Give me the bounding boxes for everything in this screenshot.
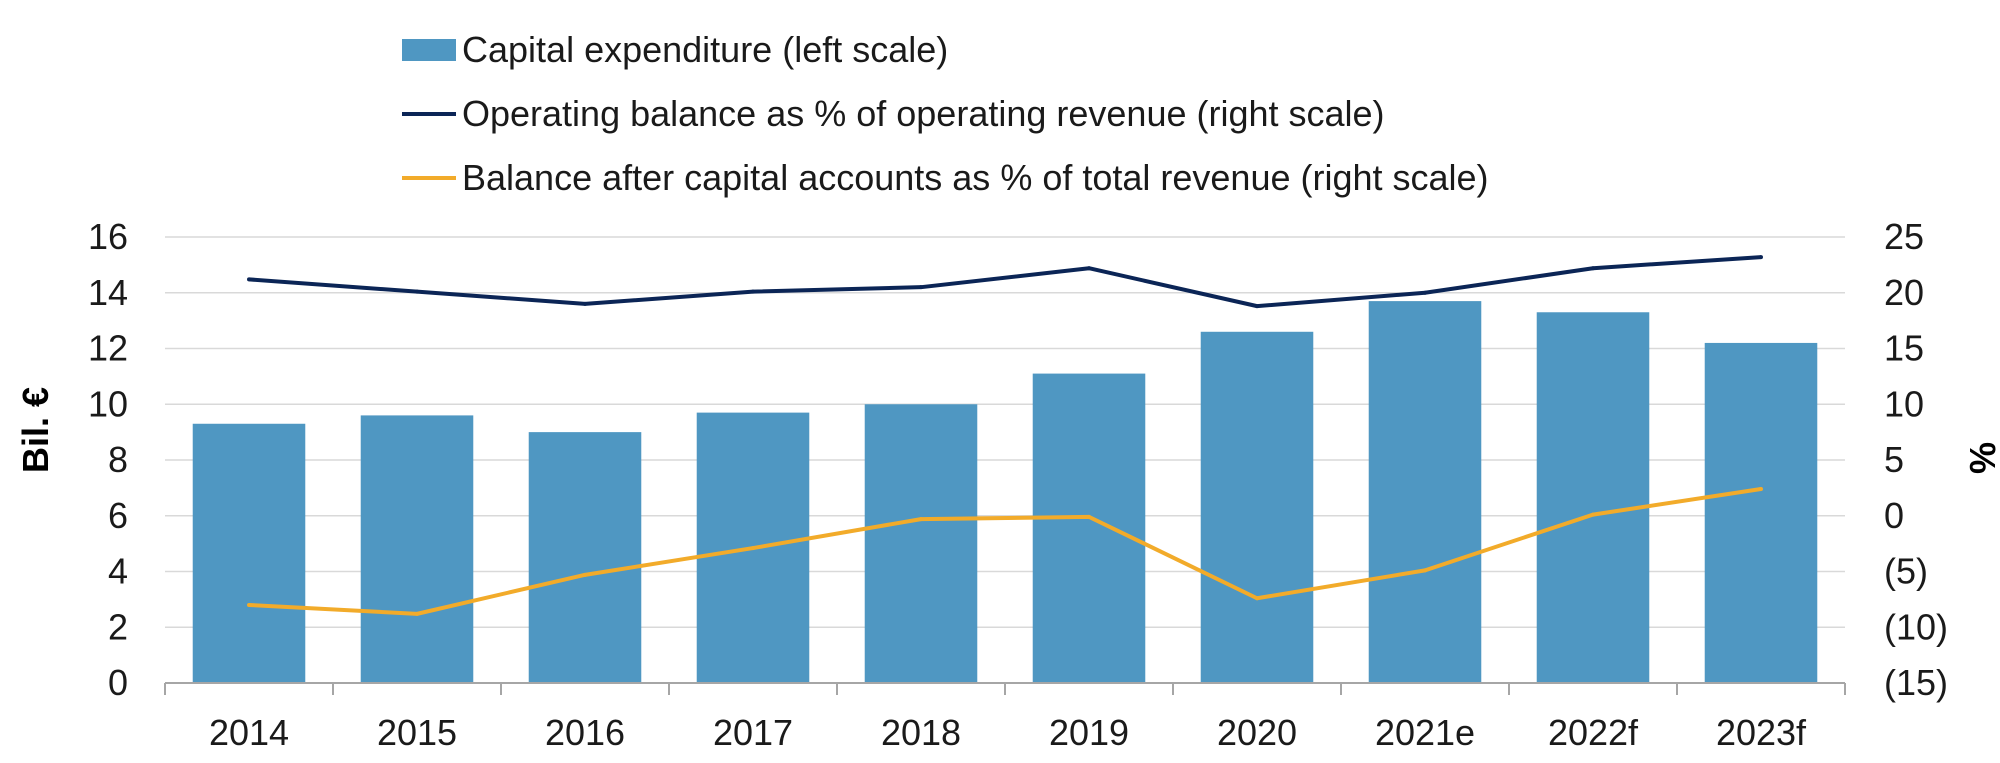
y2-tick-label: 10	[1884, 383, 1924, 424]
data-point	[1423, 290, 1427, 295]
y-tick-label: 4	[108, 551, 128, 592]
x-tick-label: 2017	[713, 712, 793, 753]
y-tick-label: 14	[88, 272, 128, 313]
y2-tick-label: (5)	[1884, 551, 1928, 592]
data-point	[1591, 512, 1595, 517]
bar-2016	[528, 432, 642, 683]
x-tick-label: 2021e	[1375, 712, 1475, 753]
bar-2021e	[1368, 301, 1482, 683]
data-point	[247, 277, 251, 282]
x-tick-label: 2018	[881, 712, 961, 753]
legend-label: Balance after capital accounts as % of t…	[462, 157, 1489, 198]
bar-2022f	[1536, 312, 1650, 683]
series-line	[248, 487, 1762, 616]
legend: Capital expenditure (left scale) Operatin…	[402, 29, 1489, 198]
data-point	[583, 572, 587, 577]
y2-tick-label: 0	[1884, 495, 1904, 536]
y2-tick-label: 25	[1884, 216, 1924, 257]
data-point	[1255, 596, 1259, 601]
legend-item: Balance after capital accounts as % of t…	[402, 157, 1489, 198]
y2-tick-label: 20	[1884, 272, 1924, 313]
y-tick-label: 12	[88, 328, 128, 369]
axes	[164, 682, 1846, 695]
data-point	[1087, 514, 1091, 519]
y-tick-label: 0	[108, 662, 128, 703]
y2-tick-label: (15)	[1884, 662, 1948, 703]
y2-axis-title: %	[1962, 442, 2000, 474]
bar-2020	[1200, 331, 1314, 683]
x-axis-ticks: 2014 2015 2016 2017 2018 2019 2020 2021e 2022f 20…	[209, 712, 1807, 753]
y2-tick-label: 15	[1884, 328, 1924, 369]
bar-2015	[360, 415, 474, 683]
legend-item: Operating balance as % of operating reve…	[402, 93, 1385, 134]
bar-2018	[864, 404, 978, 683]
bar-2023f	[1704, 342, 1818, 683]
y-tick-label: 8	[108, 439, 128, 480]
bar-2014	[192, 423, 306, 683]
data-point	[1759, 486, 1763, 491]
legend-item: Capital expenditure (left scale)	[402, 29, 948, 70]
right-axis-ticks: (15) (10) (5) 0 5 10 15 20 25	[1884, 216, 1948, 703]
legend-label: Capital expenditure (left scale)	[462, 29, 948, 70]
y2-tick-label: 5	[1884, 439, 1904, 480]
bar-2019	[1032, 373, 1146, 683]
x-tick-label: 2016	[545, 712, 625, 753]
line-series-1	[247, 255, 1763, 309]
y-tick-label: 10	[88, 383, 128, 424]
data-point	[583, 301, 587, 306]
data-point	[1759, 255, 1763, 260]
data-point	[1423, 568, 1427, 573]
data-point	[415, 611, 419, 616]
left-axis-ticks: 0 2 4 6 8 10 12 14 16	[88, 216, 128, 703]
data-point	[415, 289, 419, 294]
y-tick-label: 2	[108, 606, 128, 647]
legend-label: Operating balance as % of operating reve…	[462, 93, 1385, 134]
series-line	[248, 255, 1762, 309]
data-point	[1087, 266, 1091, 271]
x-tick-label: 2015	[377, 712, 457, 753]
line-series	[247, 255, 1763, 616]
data-point	[919, 285, 923, 290]
line-series-2	[247, 486, 1763, 616]
y-axis-title: Bil. €	[15, 387, 56, 473]
legend-swatch	[402, 39, 456, 61]
data-point	[751, 546, 755, 551]
data-point	[1591, 266, 1595, 271]
x-tick-label: 2022f	[1548, 712, 1639, 753]
data-point	[1255, 304, 1259, 309]
x-tick-label: 2014	[209, 712, 289, 753]
data-point	[919, 517, 923, 522]
x-tick-label: 2023f	[1716, 712, 1807, 753]
x-tick-label: 2020	[1217, 712, 1297, 753]
y-tick-label: 6	[108, 495, 128, 536]
y2-tick-label: (10)	[1884, 606, 1948, 647]
y-tick-label: 16	[88, 216, 128, 257]
data-point	[751, 289, 755, 294]
x-tick-label: 2019	[1049, 712, 1129, 753]
bar-series-capital-expenditure	[192, 301, 1818, 683]
data-point	[247, 602, 251, 607]
